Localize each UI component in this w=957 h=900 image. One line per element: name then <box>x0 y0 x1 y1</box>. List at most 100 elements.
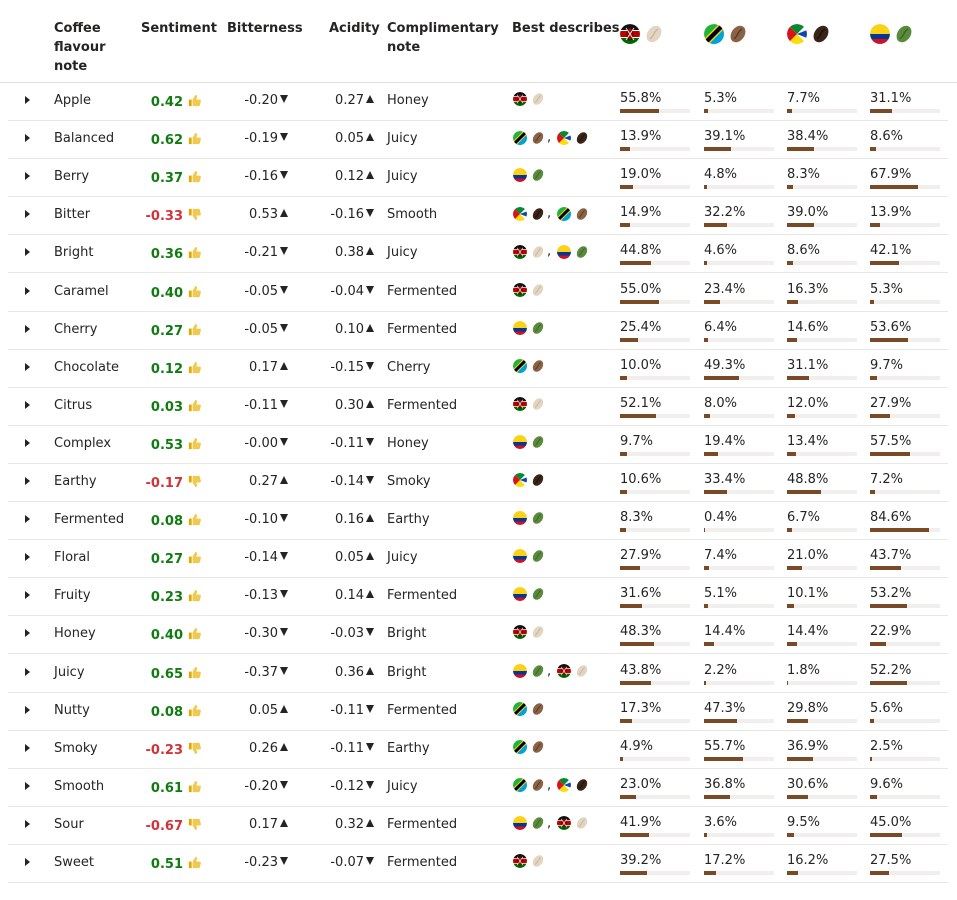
region-percent-cell: 10.6% <box>620 473 692 495</box>
bitterness-value: -0.14 <box>218 550 288 566</box>
region-percent-label: 52.1% <box>620 395 662 411</box>
expand-row-icon[interactable] <box>25 172 30 181</box>
expand-row-icon[interactable] <box>25 477 30 485</box>
expand-row-icon[interactable] <box>25 515 30 524</box>
percent-bar-track <box>704 337 774 342</box>
expand-row-icon[interactable] <box>25 591 30 600</box>
sentiment-value: -0.23 <box>138 741 202 761</box>
triangle-down-icon <box>366 209 374 218</box>
table-row[interactable]: Bitter -0.33 0.53 -0.16 Smooth , 14.9% 32.2% 3… <box>8 196 948 236</box>
table-row[interactable]: Caramel 0.40 -0.05 -0.04 Fermented 55.0% 23.4… <box>8 273 948 312</box>
sentiment-value-text: 0.36 <box>150 247 183 263</box>
header-flavour[interactable]: Coffee flavour note <box>54 21 106 74</box>
percent-bar-fill <box>787 261 794 266</box>
table-row[interactable]: Sweet 0.51 -0.23 -0.07 Fermented 39.2% 17.2% 1… <box>8 844 948 883</box>
table-row[interactable]: Smoky -0.23 0.26 -0.11 Earthy 4.9% 55.7% 36.9%… <box>8 730 948 769</box>
header-region-colombia[interactable] <box>870 24 914 44</box>
expand-row-icon[interactable] <box>25 819 30 828</box>
percent-bar-fill <box>870 375 877 380</box>
header-region-ethiopia[interactable] <box>787 24 831 44</box>
region-percent-label: 27.9% <box>620 548 662 564</box>
region-percent-label: 9.7% <box>870 357 904 373</box>
region-percent-cell: 48.8% <box>787 473 859 495</box>
header-region-tanzania[interactable] <box>704 24 748 44</box>
complimentary-note-text: Fermented <box>387 321 458 337</box>
table-row[interactable]: Earthy -0.17 0.27 -0.14 Smoky 10.6% 33.4% 48.8… <box>8 463 948 502</box>
table-row[interactable]: Smooth 0.61 -0.20 -0.12 Juicy , 23.0% 36.8% 30… <box>8 768 948 807</box>
expand-row-icon[interactable] <box>25 743 30 752</box>
expand-row-icon[interactable] <box>25 286 30 295</box>
table-row[interactable]: Honey 0.40 -0.30 -0.03 Bright 48.3% 14.4% 14.4… <box>8 615 948 655</box>
triangle-down-icon <box>280 552 288 561</box>
header-complimentary[interactable]: Complimentary note <box>387 21 499 55</box>
colombia-flag-icon <box>513 511 527 525</box>
header-sentiment[interactable]: Sentiment <box>141 21 217 36</box>
percent-bar-track <box>704 528 774 533</box>
percent-bar-track <box>704 147 774 152</box>
table-row[interactable]: Fruity 0.23 -0.13 0.14 Fermented 31.6% 5.1% 10… <box>8 577 948 617</box>
expand-row-icon[interactable] <box>25 629 30 638</box>
expand-row-icon[interactable] <box>25 705 30 714</box>
header-region-kenya[interactable] <box>620 24 664 44</box>
percent-bar-fill <box>787 185 793 190</box>
table-row[interactable]: Complex 0.53 -0.00 -0.11 Honey 9.7% 19.4% 13.4… <box>8 425 948 464</box>
expand-row-icon[interactable] <box>25 210 30 219</box>
table-row[interactable]: Citrus 0.03 -0.11 0.30 Fermented 52.1% 8.0% 12… <box>8 387 948 426</box>
header-bitterness[interactable]: Bitterness <box>227 21 303 36</box>
percent-bar-fill <box>870 261 900 266</box>
table-row[interactable]: Sour -0.67 0.17 0.32 Fermented , 41.9% 3.6% 9.… <box>8 806 948 845</box>
complimentary-note-text: Juicy <box>387 245 418 261</box>
complimentary-note: Smoky <box>387 474 431 490</box>
bitterness-value-text: -0.10 <box>244 512 278 528</box>
header-acidity[interactable]: Acidity <box>329 21 380 36</box>
expand-row-icon[interactable] <box>25 96 30 104</box>
region-percent-cell: 55.8% <box>620 92 692 114</box>
green-roast-bean-icon <box>575 245 589 259</box>
region-percent-label: 13.4% <box>787 433 829 449</box>
table-row[interactable]: Nutty 0.08 0.05 -0.11 Fermented 17.3% 47.3% 29… <box>8 692 948 731</box>
table-row[interactable]: Floral 0.27 -0.14 0.05 Juicy 27.9% 7.4% 21.0% 4… <box>8 539 948 579</box>
table-row[interactable]: Berry 0.37 -0.16 0.12 Juicy 19.0% 4.8% 8.3% 67.… <box>8 158 948 198</box>
expand-row-icon[interactable] <box>25 667 30 676</box>
light-roast-bean-icon <box>531 854 545 868</box>
table-row[interactable]: Cherry 0.27 -0.05 0.10 Fermented 25.4% 6.4% 14… <box>8 311 948 350</box>
region-percent-label: 53.2% <box>870 586 912 602</box>
table-row[interactable]: Apple 0.42 -0.20 0.27 Honey 55.8% 5.3% 7.7% 31.… <box>8 82 948 121</box>
expand-row-icon[interactable] <box>25 324 30 333</box>
expand-row-icon[interactable] <box>25 858 30 866</box>
expand-row-icon[interactable] <box>25 553 30 562</box>
table-row[interactable]: Bright 0.36 -0.21 0.38 Juicy , 44.8% 4.6% 8.6%… <box>8 234 948 274</box>
bitterness-value: -0.20 <box>218 779 288 795</box>
percent-bar-fill <box>704 490 728 494</box>
header-best-describes[interactable]: Best describes <box>512 21 620 36</box>
green-roast-bean-icon <box>531 511 545 525</box>
bitterness-value-text: -0.05 <box>244 321 278 337</box>
flavour-note-text: Caramel <box>54 283 109 299</box>
acidity-value: 0.38 <box>304 245 374 261</box>
table-row[interactable]: Juicy 0.65 -0.37 0.36 Bright , 43.8% 2.2% 1.8%… <box>8 654 948 693</box>
expand-row-icon[interactable] <box>25 248 30 257</box>
sentiment-value-text: -0.67 <box>145 818 183 834</box>
expand-row-icon[interactable] <box>25 438 30 447</box>
bitterness-value: -0.37 <box>218 665 288 681</box>
table-row[interactable]: Chocolate 0.12 0.17 -0.15 Cherry 10.0% 49.3% 3… <box>8 349 948 388</box>
complimentary-note: Fermented <box>387 588 457 604</box>
percent-bar-track <box>620 566 690 571</box>
sentiment-value: 0.40 <box>138 284 202 304</box>
region-percent-cell: 52.2% <box>870 663 942 686</box>
separator: , <box>547 815 552 831</box>
expand-row-icon[interactable] <box>25 400 30 409</box>
region-percent-cell: 31.6% <box>620 587 692 609</box>
region-percent-label: 8.6% <box>787 243 821 259</box>
expand-row-icon[interactable] <box>25 781 30 790</box>
percent-bar-fill <box>704 413 710 418</box>
complimentary-note-text: Honey <box>387 435 429 451</box>
acidity-value-text: -0.03 <box>330 626 364 642</box>
expand-row-icon[interactable] <box>25 362 30 371</box>
triangle-down-icon <box>280 399 288 408</box>
table-row[interactable]: Balanced 0.62 -0.19 0.05 Juicy , 13.9% 39.1% 3… <box>8 120 948 160</box>
table-row[interactable]: Fermented 0.08 -0.10 0.16 Earthy 8.3% 0.4% 6.7… <box>8 501 948 541</box>
region-percent-cell: 52.1% <box>620 395 692 419</box>
region-percent-label: 5.6% <box>870 700 904 716</box>
expand-row-icon[interactable] <box>25 134 30 143</box>
